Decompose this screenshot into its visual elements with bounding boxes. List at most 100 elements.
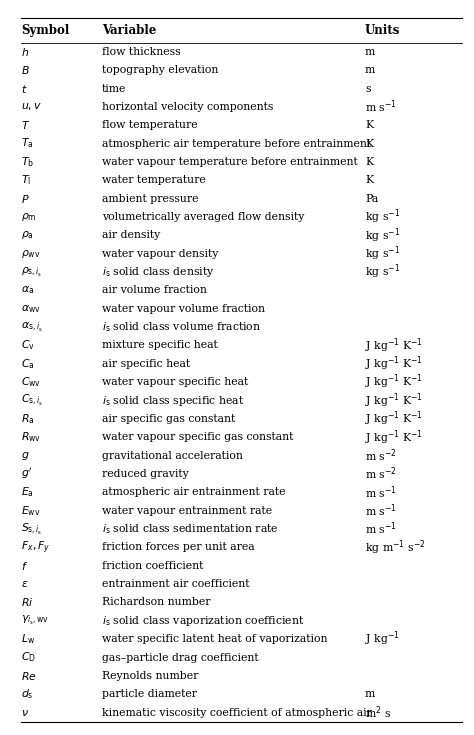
Text: Units: Units [365,24,401,37]
Text: $E_{\mathrm{a}}$: $E_{\mathrm{a}}$ [21,485,34,499]
Text: kg m$^{-1}$ s$^{-2}$: kg m$^{-1}$ s$^{-2}$ [365,538,426,556]
Text: friction forces per unit area: friction forces per unit area [102,542,255,553]
Text: air density: air density [102,230,160,240]
Text: gas–particle drag coefficient: gas–particle drag coefficient [102,653,258,662]
Text: $C_{\mathrm{s},i_{\mathrm{s}}}$: $C_{\mathrm{s},i_{\mathrm{s}}}$ [21,393,43,408]
Text: m: m [365,47,375,57]
Text: s: s [365,84,371,93]
Text: ambient pressure: ambient pressure [102,193,199,204]
Text: $C_{\mathrm{wv}}$: $C_{\mathrm{wv}}$ [21,376,41,389]
Text: J kg$^{-1}$ K$^{-1}$: J kg$^{-1}$ K$^{-1}$ [365,409,423,429]
Text: $\rho_{\mathrm{a}}$: $\rho_{\mathrm{a}}$ [21,229,34,241]
Text: friction coefficient: friction coefficient [102,561,203,571]
Text: m s$^{-1}$: m s$^{-1}$ [365,484,397,501]
Text: $C_{\mathrm{v}}$: $C_{\mathrm{v}}$ [21,339,35,352]
Text: kg s$^{-1}$: kg s$^{-1}$ [365,226,400,245]
Text: air volume fraction: air volume fraction [102,285,207,295]
Text: water temperature: water temperature [102,175,206,185]
Text: Symbol: Symbol [21,24,70,37]
Text: J kg$^{-1}$ K$^{-1}$: J kg$^{-1}$ K$^{-1}$ [365,373,423,392]
Text: $i_{\mathrm{s}}$ solid class volume fraction: $i_{\mathrm{s}}$ solid class volume frac… [102,320,261,334]
Text: $S_{\mathrm{s},i_{\mathrm{s}}}$: $S_{\mathrm{s},i_{\mathrm{s}}}$ [21,522,43,537]
Text: kg s$^{-1}$: kg s$^{-1}$ [365,263,400,282]
Text: mixture specific heat: mixture specific heat [102,340,218,351]
Text: water vapour specific heat: water vapour specific heat [102,377,248,387]
Text: time: time [102,84,126,93]
Text: kinematic viscosity coefficient of atmospheric air: kinematic viscosity coefficient of atmos… [102,708,372,717]
Text: topography elevation: topography elevation [102,65,219,75]
Text: K: K [365,139,373,148]
Text: $f$: $f$ [21,560,28,572]
Text: $i_{\mathrm{s}}$ solid class sedimentation rate: $i_{\mathrm{s}}$ solid class sedimentati… [102,522,279,536]
Text: J kg$^{-1}$ K$^{-1}$: J kg$^{-1}$ K$^{-1}$ [365,391,423,410]
Text: $\rho_{\mathrm{wv}}$: $\rho_{\mathrm{wv}}$ [21,248,41,259]
Text: $T_{\mathrm{b}}$: $T_{\mathrm{b}}$ [21,155,35,169]
Text: $C_{\mathrm{a}}$: $C_{\mathrm{a}}$ [21,357,35,370]
Text: $i_{\mathrm{s}}$ solid class specific heat: $i_{\mathrm{s}}$ solid class specific he… [102,393,245,407]
Text: $\gamma_{i_{\mathrm{s}},\mathrm{wv}}$: $\gamma_{i_{\mathrm{s}},\mathrm{wv}}$ [21,614,49,628]
Text: $h$: $h$ [21,46,29,58]
Text: water vapour temperature before entrainment: water vapour temperature before entrainm… [102,157,358,167]
Text: horizontal velocity components: horizontal velocity components [102,102,273,112]
Text: $L_{\mathrm{w}}$: $L_{\mathrm{w}}$ [21,632,35,646]
Text: water vapour entrainment rate: water vapour entrainment rate [102,506,272,516]
Text: m s$^{-2}$: m s$^{-2}$ [365,466,397,482]
Text: m: m [365,689,375,699]
Text: $\alpha_{\mathrm{s},i_{\mathrm{s}}}$: $\alpha_{\mathrm{s},i_{\mathrm{s}}}$ [21,320,43,334]
Text: air specific gas constant: air specific gas constant [102,414,235,424]
Text: $P$: $P$ [21,193,30,204]
Text: $i_{\mathrm{s}}$ solid class density: $i_{\mathrm{s}}$ solid class density [102,265,215,279]
Text: atmospheric air temperature before entrainment: atmospheric air temperature before entra… [102,139,371,148]
Text: m$^2$ s: m$^2$ s [365,704,391,721]
Text: $R_{\mathrm{wv}}$: $R_{\mathrm{wv}}$ [21,431,41,444]
Text: J kg$^{-1}$: J kg$^{-1}$ [365,630,400,648]
Text: $\nu$: $\nu$ [21,708,29,717]
Text: water vapour volume fraction: water vapour volume fraction [102,304,265,314]
Text: $T_{\mathrm{l}}$: $T_{\mathrm{l}}$ [21,173,31,187]
Text: $i_{\mathrm{s}}$ solid class vaporization coefficient: $i_{\mathrm{s}}$ solid class vaporizatio… [102,614,304,628]
Text: m s$^{-1}$: m s$^{-1}$ [365,503,397,519]
Text: kg s$^{-1}$: kg s$^{-1}$ [365,208,400,226]
Text: $C_{\mathrm{D}}$: $C_{\mathrm{D}}$ [21,650,36,664]
Text: $\epsilon$: $\epsilon$ [21,579,29,589]
Text: gravitational acceleration: gravitational acceleration [102,451,243,461]
Text: particle diameter: particle diameter [102,689,197,699]
Text: $B$: $B$ [21,64,30,76]
Text: $F_x, F_y$: $F_x, F_y$ [21,539,51,556]
Text: $\rho_{\mathrm{m}}$: $\rho_{\mathrm{m}}$ [21,211,37,223]
Text: $d_{\mathrm{s}}$: $d_{\mathrm{s}}$ [21,687,34,701]
Text: $g$: $g$ [21,450,30,462]
Text: atmospheric air entrainment rate: atmospheric air entrainment rate [102,487,285,498]
Text: K: K [365,157,373,167]
Text: flow thickness: flow thickness [102,47,181,57]
Text: $Ri$: $Ri$ [21,597,34,609]
Text: m s$^{-1}$: m s$^{-1}$ [365,520,397,537]
Text: water specific latent heat of vaporization: water specific latent heat of vaporizati… [102,634,328,644]
Text: J kg$^{-1}$ K$^{-1}$: J kg$^{-1}$ K$^{-1}$ [365,336,423,355]
Text: J kg$^{-1}$ K$^{-1}$: J kg$^{-1}$ K$^{-1}$ [365,428,423,447]
Text: m s$^{-2}$: m s$^{-2}$ [365,448,397,464]
Text: volumetrically averaged flow density: volumetrically averaged flow density [102,212,304,222]
Text: m s$^{-1}$: m s$^{-1}$ [365,98,397,115]
Text: K: K [365,121,373,130]
Text: $g'$: $g'$ [21,467,33,481]
Text: $T_{\mathrm{a}}$: $T_{\mathrm{a}}$ [21,137,34,151]
Text: J kg$^{-1}$ K$^{-1}$: J kg$^{-1}$ K$^{-1}$ [365,354,423,373]
Text: m: m [365,65,375,75]
Text: Reynolds number: Reynolds number [102,671,198,681]
Text: water vapour density: water vapour density [102,248,219,259]
Text: entrainment air coefficient: entrainment air coefficient [102,579,249,589]
Text: $E_{\mathrm{wv}}$: $E_{\mathrm{wv}}$ [21,503,41,517]
Text: $\alpha_{\mathrm{wv}}$: $\alpha_{\mathrm{wv}}$ [21,303,41,315]
Text: reduced gravity: reduced gravity [102,469,189,479]
Text: Richardson number: Richardson number [102,598,210,607]
Text: $u, v$: $u, v$ [21,101,42,112]
Text: $t$: $t$ [21,82,28,95]
Text: kg s$^{-1}$: kg s$^{-1}$ [365,245,400,263]
Text: air specific heat: air specific heat [102,359,190,369]
Text: $Re$: $Re$ [21,670,37,682]
Text: Pa: Pa [365,193,378,204]
Text: $R_{\mathrm{a}}$: $R_{\mathrm{a}}$ [21,412,35,426]
Text: $\rho_{\mathrm{s},i_{\mathrm{s}}}$: $\rho_{\mathrm{s},i_{\mathrm{s}}}$ [21,265,43,279]
Text: K: K [365,175,373,185]
